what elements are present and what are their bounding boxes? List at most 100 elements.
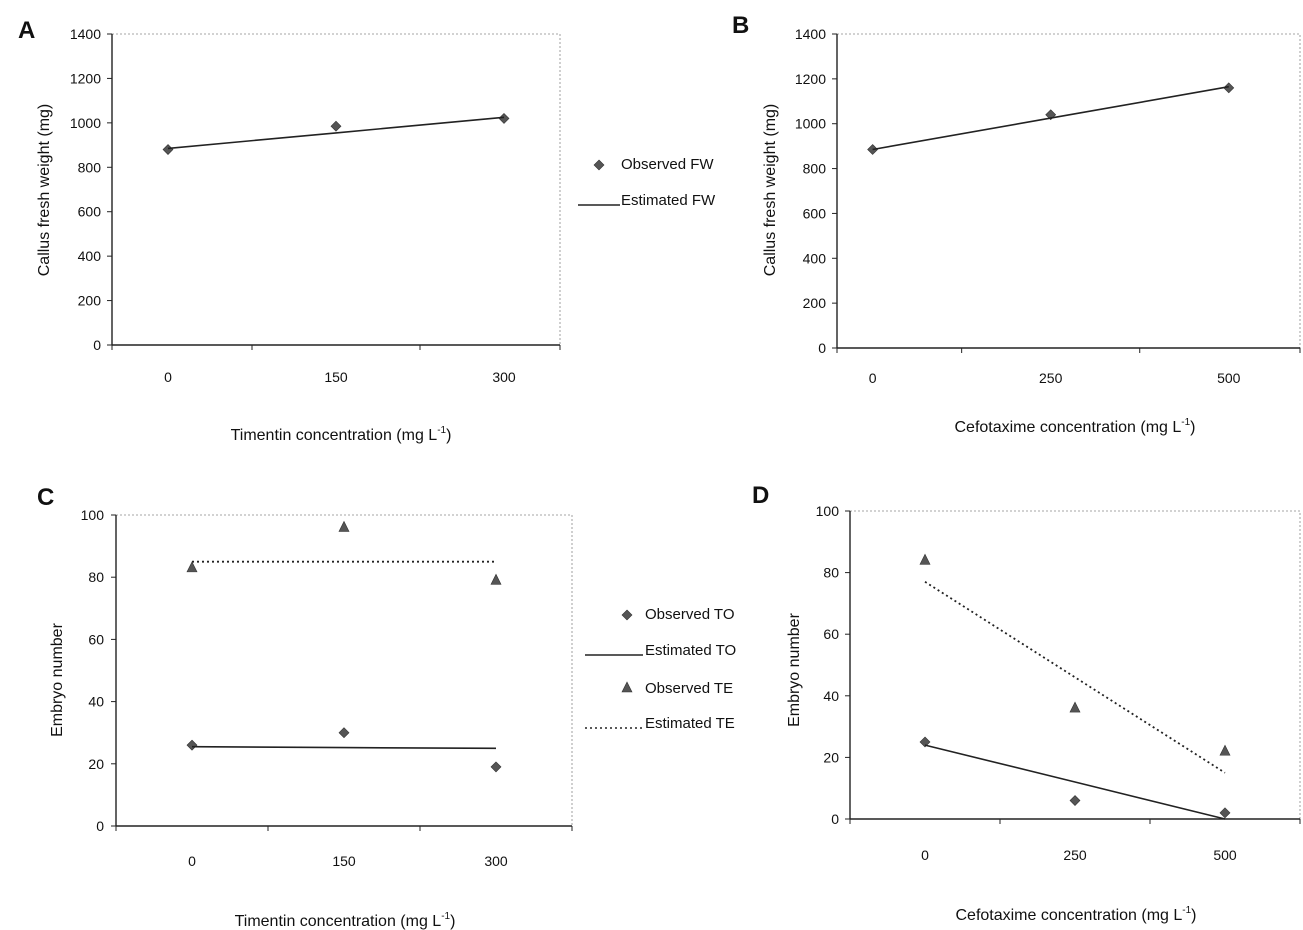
y-tick-label: 0 <box>96 818 104 834</box>
y-tick-label: 0 <box>818 340 826 356</box>
x-axis-label: Cefotaxime concentration (mg L-1) <box>955 905 1196 924</box>
series-line <box>167 116 505 150</box>
data-point-diamond <box>498 112 510 124</box>
legend-label: Estimated TE <box>645 715 735 732</box>
legend-label: Estimated TO <box>645 642 736 659</box>
data-point-diamond <box>1069 795 1081 806</box>
legend-diamond-icon <box>621 609 633 621</box>
series-line <box>924 744 1226 820</box>
y-tick-label: 40 <box>823 688 839 704</box>
legend-diamond-icon <box>593 159 605 171</box>
legend-label: Observed TO <box>645 606 735 623</box>
plot-area-frame <box>850 510 1301 819</box>
chart-panel-b: B 0 200 400 600 800 1000 1200 1400 0 250 500 Cefotax… <box>732 12 1301 436</box>
y-axis-label: Callus fresh weight (mg) <box>762 104 779 277</box>
x-axis-label: Timentin concentration (mg L-1) <box>231 425 452 444</box>
x-axis-label: Timentin concentration (mg L-1) <box>235 911 456 930</box>
y-axis-label: Embryo number <box>49 622 66 736</box>
legend-item: Estimated FW <box>578 192 716 209</box>
data-point-triangle <box>490 573 502 585</box>
chart-panel-d: D 0 20 40 60 80 100 0 250 500 Cefotaxime concentra… <box>752 482 1301 924</box>
y-tick-label: 40 <box>88 694 104 710</box>
x-tick-label: 150 <box>324 369 348 385</box>
data-point-triangle <box>186 561 198 573</box>
chart-panel-a: A 0 200 400 600 800 1000 1200 1400 0 150 300 Timenti… <box>18 17 561 444</box>
panel-letter: A <box>18 17 35 44</box>
y-tick-label: 100 <box>816 503 840 519</box>
plot-area-frame <box>837 33 1301 348</box>
data-point-diamond <box>162 144 174 155</box>
x-tick-label: 0 <box>921 847 929 863</box>
y-tick-label: 200 <box>78 293 102 309</box>
x-tick-label: 300 <box>484 853 508 869</box>
panel-letter: D <box>752 482 769 509</box>
y-tick-label: 0 <box>831 811 839 827</box>
x-tick-label: 500 <box>1217 370 1241 386</box>
x-axis-label: Cefotaxime concentration (mg L-1) <box>954 417 1195 436</box>
panel-letter: C <box>37 484 54 511</box>
legend-item: Estimated TO <box>585 642 736 659</box>
series-line <box>872 85 1229 151</box>
y-tick-label: 1000 <box>795 116 826 132</box>
y-tick-label: 1200 <box>795 71 826 87</box>
y-tick-label: 1200 <box>70 70 101 86</box>
y-tick-label: 0 <box>93 337 101 353</box>
y-tick-label: 1400 <box>70 26 101 42</box>
y-tick-label: 20 <box>823 749 839 765</box>
legend-item: Observed TE <box>621 680 733 697</box>
data-point-diamond <box>186 739 198 751</box>
legend-item: Estimated TE <box>585 715 735 732</box>
data-point-diamond <box>330 120 342 132</box>
legend-1: Observed FW Estimated FW <box>578 156 716 209</box>
y-tick-label: 600 <box>803 205 827 221</box>
chart-panel-c: C 0 20 40 60 80 100 0 150 300 Timentin concentrati… <box>37 484 573 930</box>
y-tick-label: 1000 <box>70 115 101 131</box>
series-line <box>924 581 1226 774</box>
y-tick-label: 800 <box>803 161 827 177</box>
panel-letter: B <box>732 12 749 39</box>
legend-label: Observed TE <box>645 680 733 697</box>
legend-item: Observed TO <box>621 606 735 623</box>
y-tick-label: 200 <box>803 295 827 311</box>
legend-label: Estimated FW <box>621 192 716 209</box>
x-tick-label: 250 <box>1063 847 1087 863</box>
y-axis-label: Embryo number <box>786 612 803 726</box>
legends: Observed FW Estimated FW Observed TO Estima… <box>578 156 736 732</box>
y-tick-label: 60 <box>88 631 104 647</box>
series-line <box>191 745 497 750</box>
data-point-diamond <box>919 736 931 748</box>
y-axis-label: Callus fresh weight (mg) <box>36 104 53 277</box>
x-tick-label: 0 <box>164 369 172 385</box>
plot-area-frame <box>116 514 573 826</box>
legend-triangle-icon <box>621 681 633 693</box>
y-tick-label: 80 <box>88 569 104 585</box>
x-tick-label: 300 <box>492 369 516 385</box>
y-tick-label: 800 <box>78 159 102 175</box>
y-tick-label: 400 <box>78 248 102 264</box>
y-tick-label: 400 <box>803 250 827 266</box>
data-point-diamond <box>338 727 350 739</box>
y-tick-label: 100 <box>81 507 105 523</box>
plot-area-frame <box>112 33 561 345</box>
data-point-triangle <box>338 520 350 532</box>
y-tick-label: 20 <box>88 756 104 772</box>
x-tick-label: 500 <box>1213 847 1237 863</box>
legend-2: Observed TO Estimated TO Observed TE Estima… <box>585 606 736 732</box>
y-tick-label: 80 <box>823 565 839 581</box>
data-point-diamond <box>490 761 502 773</box>
data-point-triangle <box>919 553 931 565</box>
data-point-triangle <box>1069 701 1081 713</box>
data-point-diamond <box>1219 807 1231 819</box>
y-tick-label: 60 <box>823 626 839 642</box>
y-tick-label: 600 <box>78 204 102 220</box>
x-tick-label: 0 <box>188 853 196 869</box>
x-tick-label: 250 <box>1039 370 1063 386</box>
x-tick-label: 0 <box>869 370 877 386</box>
legend-label: Observed FW <box>621 156 714 173</box>
legend-item: Observed FW <box>593 156 714 173</box>
y-tick-label: 1400 <box>795 26 826 42</box>
x-tick-label: 150 <box>332 853 356 869</box>
data-point-diamond <box>1223 82 1235 94</box>
